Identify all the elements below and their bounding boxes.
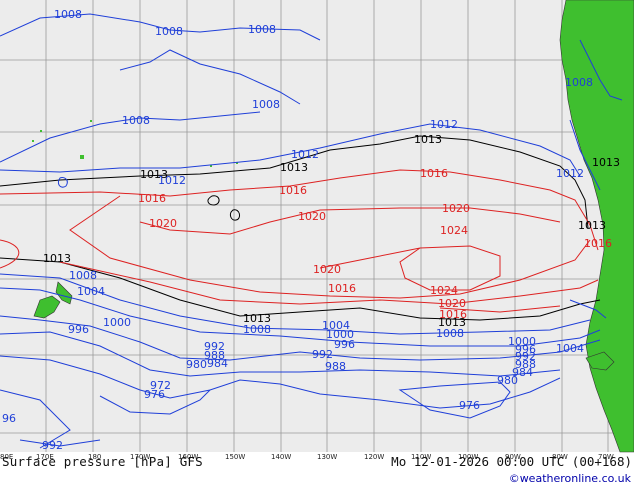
south-america-coast: [559, 0, 634, 453]
label-996: 996: [515, 343, 536, 356]
label-988: 988: [515, 358, 536, 371]
tick-label: 110W: [411, 453, 431, 461]
label-1008: 1008: [54, 8, 82, 21]
label-1016: 1016: [584, 237, 612, 250]
valid-time: Mo 12-01-2026 00:00 UTC (00+168): [391, 454, 632, 469]
label-1020: 1020: [313, 263, 341, 276]
label-1008: 1008: [243, 323, 271, 336]
label-1004: 1004: [322, 319, 350, 332]
tick-label: 120W: [364, 453, 384, 461]
label-1012: 1012: [291, 148, 319, 161]
graticule: [0, 0, 634, 452]
label-1000: 1000: [508, 335, 536, 348]
label-976: 976: [459, 399, 480, 412]
new-zealand-north: [55, 281, 73, 305]
tick-label: 180: [88, 453, 101, 461]
tick-label: 140W: [271, 453, 291, 461]
tick-label: 80W: [552, 453, 568, 461]
label-1000: 1000: [326, 328, 354, 341]
label-980: 980: [497, 374, 518, 387]
label-1016: 1016: [439, 308, 467, 321]
label-992: 992: [204, 340, 225, 353]
label-992: 992: [515, 350, 536, 363]
label-1013: 1013: [592, 156, 620, 169]
label-1013: 1013: [438, 316, 466, 329]
label-1012: 1012: [158, 174, 186, 187]
islands: [32, 120, 238, 167]
label-972: 972: [150, 379, 171, 392]
label-1004: 1004: [77, 285, 105, 298]
label-984: 984: [207, 357, 228, 370]
map-title: Surface pressure [hPa] GFS: [2, 454, 203, 469]
label-1013: 1013: [578, 219, 606, 232]
label-1008: 1008: [436, 327, 464, 340]
label-984: 984: [512, 366, 533, 379]
tick-label: 150W: [225, 453, 245, 461]
credit-link[interactable]: ©weatheronline.co.uk: [508, 472, 631, 485]
label-1020: 1020: [438, 297, 466, 310]
label-1000: 1000: [103, 316, 131, 329]
label-1016: 1016: [420, 167, 448, 180]
label-1020: 1020: [149, 217, 177, 230]
land: [33, 0, 634, 453]
high-pressure-isobars: [0, 169, 599, 313]
label-1024: 1024: [430, 284, 458, 297]
label-976: 976: [144, 388, 165, 401]
longitude-ticks: 80E 170E 180 170W 160W 150W 140W 130W 12…: [0, 453, 614, 461]
tick-label: 100W: [458, 453, 478, 461]
tick-label: 70W: [598, 453, 614, 461]
label-1020: 1020: [298, 210, 326, 223]
label-1004: 1004: [556, 342, 584, 355]
label-1013: 1013: [414, 133, 442, 146]
label-1013: 1013: [280, 161, 308, 174]
label-1008: 1008: [69, 269, 97, 282]
label-1016: 1016: [138, 192, 166, 205]
label-1008: 1008: [252, 98, 280, 111]
label-1008: 1008: [122, 114, 150, 127]
label-1016: 1016: [328, 282, 356, 295]
label-992: 992: [42, 439, 63, 452]
tick-label: 130W: [317, 453, 337, 461]
label-980: 980: [186, 358, 207, 371]
label-1012: 1012: [556, 167, 584, 180]
label-1020: 1020: [442, 202, 470, 215]
label-1013: 1013: [243, 312, 271, 325]
reference-isobar: [0, 135, 601, 321]
label-1024: 1024: [440, 224, 468, 237]
label-996: 996: [68, 323, 89, 336]
label-992: 992: [312, 348, 333, 361]
label-1013: 1013: [43, 252, 71, 265]
tick-label: 160W: [178, 453, 198, 461]
tick-label: 170E: [36, 453, 54, 461]
label-988: 988: [204, 349, 225, 362]
ocean-background: [0, 0, 634, 452]
new-zealand-south: [33, 295, 61, 319]
label-1012: 1012: [430, 118, 458, 131]
low-pressure-isobars: [0, 13, 623, 449]
isobar-labels: 1008 1008 1008 1008 1008 1008 1012 1012 …: [2, 8, 620, 452]
tick-label: 90W: [505, 453, 521, 461]
label-1008: 1008: [248, 23, 276, 36]
label-988: 988: [325, 360, 346, 373]
tick-label: 80E: [0, 453, 13, 461]
label-1016: 1016: [279, 184, 307, 197]
label-996: 996: [334, 338, 355, 351]
label-1008: 1008: [565, 76, 593, 89]
label-96: 96: [2, 412, 16, 425]
tick-label: 170W: [130, 453, 150, 461]
label-1008: 1008: [155, 25, 183, 38]
label-1013: 1013: [140, 168, 168, 181]
tierra-del-fuego: [585, 351, 615, 371]
